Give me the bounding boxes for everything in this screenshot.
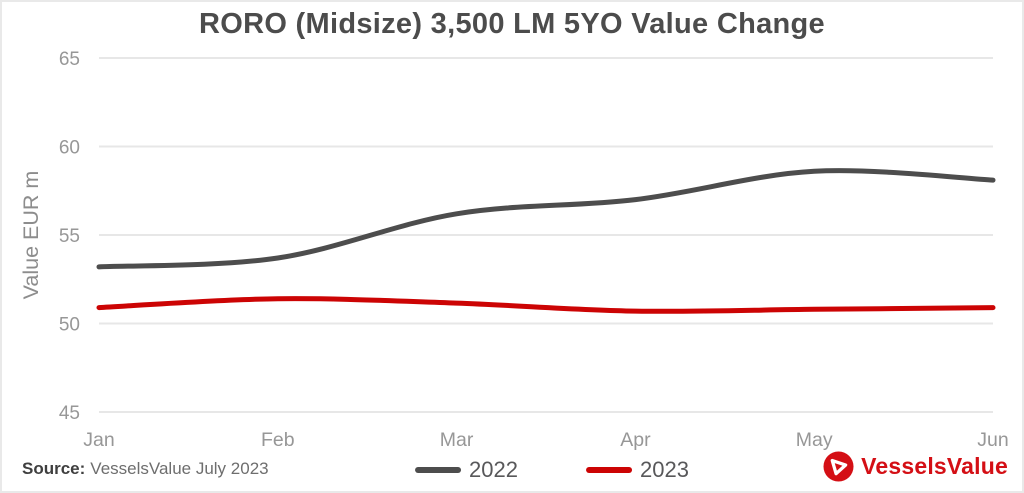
logo-text: VesselsValue (861, 453, 1008, 479)
legend-label-2023: 2023 (640, 457, 689, 482)
y-tick-label: 60 (59, 138, 80, 159)
y-tick-label: 55 (59, 226, 80, 247)
x-tick-label: Apr (620, 429, 651, 451)
legend-item-2022: 2022 (415, 459, 518, 481)
source-label: Source: (22, 459, 86, 478)
x-tick-label: Jan (83, 429, 114, 451)
y-axis-title: Value EUR m (19, 171, 43, 300)
vesselsvalue-circle-triangle-icon (823, 451, 854, 482)
y-tick-label: 45 (59, 403, 80, 424)
x-tick-label: Mar (440, 429, 474, 451)
legend-item-2023: 2023 (586, 459, 689, 481)
series-line-2022 (96, 168, 996, 270)
vesselsvalue-logo: VesselsValue (823, 451, 1008, 482)
y-tick-label: 65 (59, 49, 80, 70)
source-note: Source: VesselsValue July 2023 (22, 459, 269, 479)
legend: 2022 2023 (415, 459, 689, 481)
series-line-2023 (96, 296, 996, 314)
x-tick-label: Feb (261, 429, 295, 451)
legend-swatch-2023 (586, 467, 632, 473)
source-text: VesselsValue July 2023 (90, 459, 269, 478)
x-tick-label: Jun (977, 429, 1008, 451)
x-tick-label: May (796, 429, 833, 451)
y-tick-label: 50 (59, 315, 80, 336)
legend-label-2022: 2022 (469, 457, 518, 482)
chart-title: RORO (Midsize) 3,500 LM 5YO Value Change (199, 8, 825, 40)
legend-swatch-2022 (415, 467, 462, 473)
